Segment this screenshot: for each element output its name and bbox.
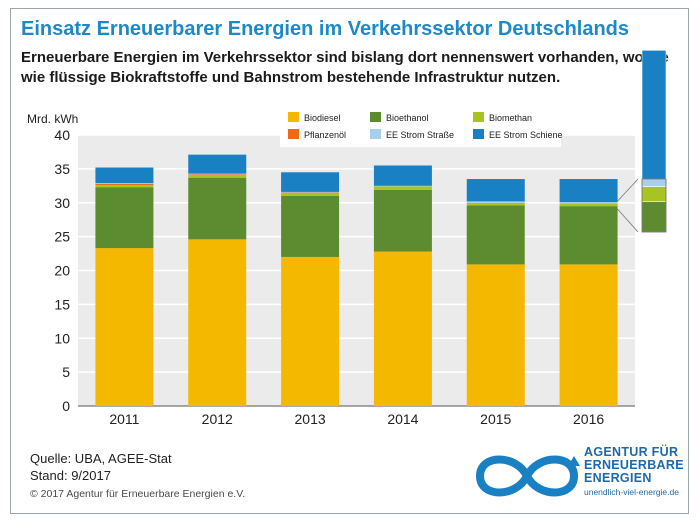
legend-label: Bioethanol <box>386 113 429 123</box>
legend-swatch <box>288 112 299 122</box>
x-tick-label: 2015 <box>480 411 511 427</box>
logo-line-3: ENERGIEN <box>584 471 652 485</box>
inset-connector <box>617 178 639 202</box>
y-tick-label: 0 <box>62 398 70 414</box>
bar-segment <box>281 195 340 257</box>
bar-segment <box>466 264 525 406</box>
figure-frame <box>10 8 689 514</box>
bar-segment <box>281 191 340 193</box>
legend: Biodiesel Bioethanol Biomethan Pflanzenöl EE… <box>280 107 563 147</box>
bar-segment <box>559 264 618 406</box>
y-tick-label: 25 <box>54 229 70 245</box>
inset-border <box>641 178 667 233</box>
status-line: Stand: 9/2017 <box>30 468 111 483</box>
x-tick-label: 2012 <box>202 411 233 427</box>
x-tick-label: 2014 <box>387 411 418 427</box>
legend-label: Pflanzenöl <box>304 130 346 140</box>
bar-segment <box>188 174 247 175</box>
y-tick-label: 20 <box>54 263 70 279</box>
bar-segment <box>559 202 618 204</box>
bar-segment <box>188 173 247 175</box>
bar-segment <box>559 206 618 265</box>
y-tick-label: 15 <box>54 296 70 312</box>
bars <box>95 154 618 406</box>
bar-segment <box>559 203 618 207</box>
bar-segment <box>188 239 247 406</box>
copyright: © 2017 Agentur für Erneuerbare Energien … <box>30 488 246 500</box>
infinity-logo-icon <box>475 455 580 497</box>
legend-label: EE Strom Straße <box>386 130 454 140</box>
logo-url: unendlich-viel-energie.de <box>584 487 679 497</box>
y-tick-label: 35 <box>54 161 70 177</box>
bar-segment <box>95 185 154 188</box>
y-tick-label: 30 <box>54 195 70 211</box>
bar-segment <box>373 185 432 187</box>
bar-segment <box>373 186 432 190</box>
legend-label: EE Strom Schiene <box>489 130 563 140</box>
legend-label: Biomethan <box>489 113 532 123</box>
inset-segment <box>641 201 667 233</box>
bar-segment <box>373 251 432 406</box>
inset-connector <box>617 208 639 233</box>
legend-swatch <box>288 129 299 139</box>
chart-title: Einsatz Erneuerbarer Energien im Verkehr… <box>21 18 630 40</box>
logo-line-1: AGENTUR FÜR <box>584 445 679 459</box>
bar-segment <box>188 174 247 178</box>
legend-swatch <box>370 129 381 139</box>
legend-swatch <box>473 129 484 139</box>
y-tick-label: 10 <box>54 330 70 346</box>
inset-segment <box>641 178 667 187</box>
inset-segment <box>641 186 667 203</box>
bar-segment <box>373 165 432 186</box>
bar-segment <box>466 205 525 265</box>
legend-swatch <box>370 112 381 122</box>
chart-subtitle: Erneuerbare Energien im Verkehrssektor s… <box>21 49 669 86</box>
bar-segment <box>188 154 247 174</box>
x-tick-label: 2016 <box>573 411 604 427</box>
bar-segment <box>281 172 340 192</box>
bar-segment <box>95 248 154 406</box>
y-tick-label: 5 <box>62 364 70 380</box>
bar-segment <box>281 193 340 196</box>
y-axis-label: Mrd. kWh <box>27 112 79 126</box>
bar-segment <box>373 189 432 252</box>
magnified-inset <box>617 49 667 233</box>
bar-segment <box>466 179 525 202</box>
bar-segment <box>466 202 525 206</box>
logo-text: AGENTUR FÜR ERNEUERBARE ENERGIEN <box>584 446 684 485</box>
bar-segment <box>281 192 340 194</box>
bar-segment <box>95 183 154 186</box>
x-axis-ticks: 2011 2012 2013 2014 2015 2016 <box>109 411 604 427</box>
legend-label: Biodiesel <box>304 113 341 123</box>
bar-segment <box>281 256 340 406</box>
bar-segment <box>188 177 247 240</box>
bar-segment <box>559 179 618 203</box>
source-line: Quelle: UBA, AGEE-Stat <box>30 451 172 466</box>
x-tick-label: 2011 <box>109 411 139 427</box>
y-tick-label: 40 <box>54 127 70 143</box>
source-note: Quelle: UBA, AGEE-Stat Stand: 9/2017 <box>30 450 172 484</box>
bar-segment <box>466 201 525 203</box>
logo-line-2: ERNEUERBARE <box>584 458 684 472</box>
inset-segment <box>641 49 667 180</box>
bar-segment <box>95 187 154 249</box>
gridlines <box>78 134 635 407</box>
legend-swatch <box>473 112 484 122</box>
bar-segment <box>95 167 154 184</box>
legend-box <box>280 107 561 147</box>
bar-segment <box>95 183 154 184</box>
y-axis-ticks: 0 5 10 15 20 25 30 35 40 <box>54 127 70 414</box>
x-tick-label: 2013 <box>295 411 326 427</box>
